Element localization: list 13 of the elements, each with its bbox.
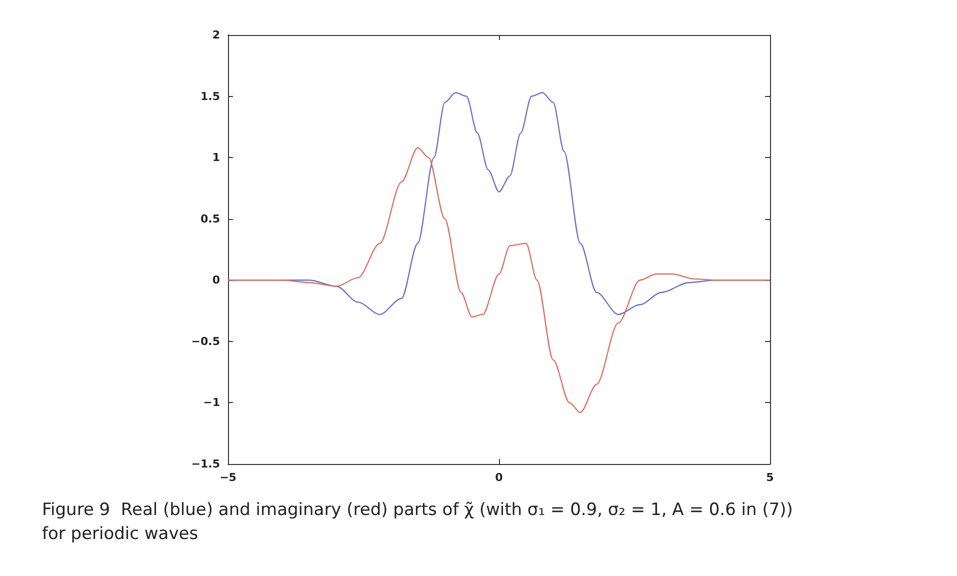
- caption: Figure 9 Real (blue) and imaginary (red) parts of χ̃ (with σ₁ = 0.9, σ₂ = 1, A = 0.6 in (7)) for periodic waves: [42, 500, 798, 544]
- y-tick-label: 1.5: [200, 90, 220, 103]
- x-tick-label: 5: [766, 471, 774, 484]
- y-tick-label: 0: [212, 274, 220, 287]
- x-tick-label: −5: [220, 471, 236, 484]
- y-tick-label: 0.5: [200, 212, 220, 226]
- y-tick-label: −1.5: [191, 458, 220, 470]
- x-tick-label: 0: [495, 471, 504, 484]
- y-tick-label: −1: [203, 396, 220, 410]
- y-tick-label: 2: [212, 28, 220, 42]
- y-tick-label: 1: [212, 151, 220, 164]
- line-series: [227, 147, 771, 414]
- y-tick-label: −0.5: [191, 334, 220, 348]
